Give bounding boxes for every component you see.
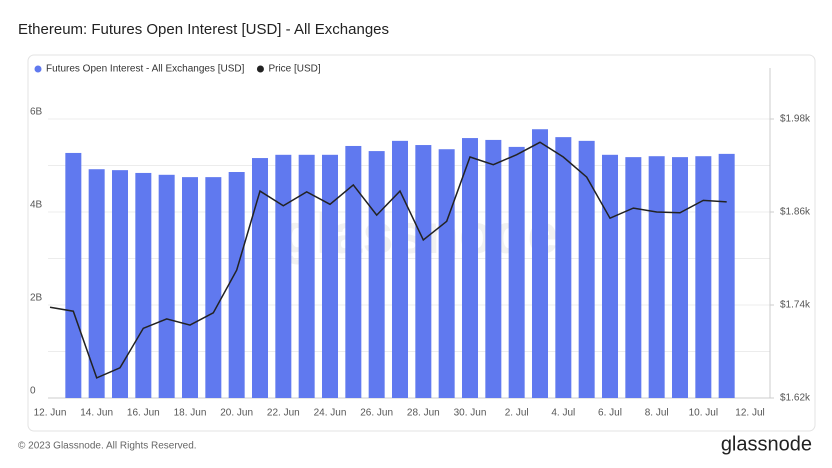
bar	[648, 156, 665, 398]
legend-marker	[34, 65, 42, 73]
bar	[672, 157, 688, 398]
bar	[508, 146, 525, 398]
bar	[485, 139, 502, 399]
legend-label: Futures Open Interest - All Exchanges [U…	[46, 64, 245, 75]
bar	[555, 137, 572, 398]
footer: © 2023 Glassnode. All Rights Reserved.	[18, 441, 197, 452]
bar	[112, 170, 128, 398]
x-tick-label: 26. Jun	[360, 408, 393, 419]
legend-label: Price [USD]	[268, 64, 320, 75]
x-tick-label: 10. Jul	[689, 408, 718, 419]
bar	[625, 157, 642, 398]
bar	[298, 154, 315, 398]
bar	[462, 138, 478, 398]
bar	[135, 172, 152, 398]
bar	[345, 145, 362, 398]
y2-tick-label: $1.62k	[780, 393, 811, 404]
bar	[322, 154, 338, 398]
bar	[228, 172, 245, 398]
bar	[205, 177, 222, 398]
x-tick-label: 16. Jun	[127, 408, 160, 419]
bar	[578, 140, 595, 399]
y-tick-label: 0	[30, 386, 36, 397]
x-tick-label: 24. Jun	[314, 408, 347, 419]
bar	[252, 158, 268, 398]
bar	[695, 156, 712, 398]
y-tick-label: 6B	[30, 107, 43, 118]
y2-tick-label: $1.86k	[780, 207, 811, 218]
bar	[158, 174, 175, 398]
bar	[368, 151, 385, 398]
x-tick-label: 14. Jun	[80, 408, 113, 419]
x-tick-label: 12. Jun	[34, 408, 67, 419]
brand-logo: glassnode	[721, 433, 812, 455]
x-tick-label: 18. Jun	[174, 408, 207, 419]
x-tick-label: 4. Jul	[551, 408, 575, 419]
x-tick-label: 22. Jun	[267, 408, 300, 419]
price-line	[49, 141, 727, 379]
bar	[65, 152, 82, 398]
bar	[182, 177, 198, 398]
x-tick-label: 28. Jun	[407, 408, 440, 419]
bar	[415, 145, 432, 398]
y2-tick-label: $1.98k	[780, 114, 811, 125]
bar	[718, 153, 735, 398]
bar	[88, 169, 105, 398]
bar	[602, 154, 618, 398]
x-tick-label: 6. Jul	[598, 408, 622, 419]
legend-marker	[256, 65, 264, 73]
y2-tick-label: $1.74k	[780, 300, 811, 311]
x-tick-label: 2. Jul	[505, 408, 529, 419]
bar	[438, 149, 455, 398]
bar	[392, 140, 408, 399]
chart-title: Ethereum: Futures Open Interest [USD] - …	[18, 21, 389, 38]
y-tick-label: 2B	[30, 293, 43, 304]
x-tick-label: 30. Jun	[454, 408, 487, 419]
bar	[532, 129, 548, 399]
x-tick-label: 20. Jun	[220, 408, 253, 419]
x-tick-label: 12. Jul	[735, 408, 764, 419]
x-tick-label: 8. Jul	[645, 408, 669, 419]
bar	[275, 154, 292, 398]
y-tick-label: 4B	[30, 200, 43, 211]
